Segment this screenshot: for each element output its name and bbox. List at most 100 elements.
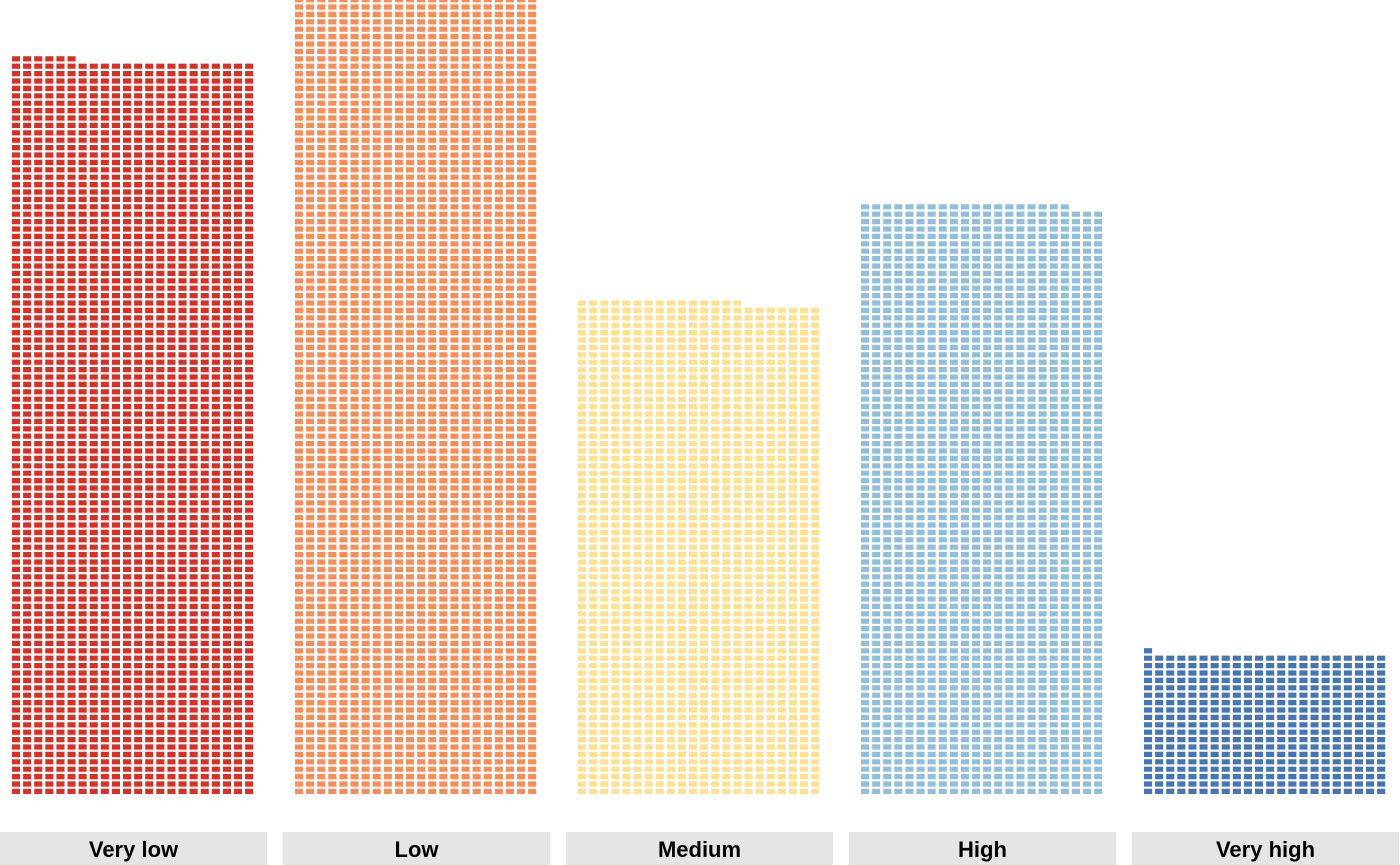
waffle-row (295, 167, 537, 173)
waffle-row (861, 248, 1103, 254)
waffle-row (295, 692, 537, 698)
waffle-row (295, 182, 537, 188)
waffle-row (12, 381, 254, 387)
waffle-row (12, 256, 254, 262)
waffle-row (12, 470, 254, 476)
waffle-row (578, 552, 820, 558)
waffle-row (578, 529, 820, 535)
waffle-row (1144, 751, 1386, 757)
waffle-row (861, 633, 1103, 639)
waffle-row (861, 766, 1103, 772)
facet-panel-low: Low (283, 0, 550, 865)
waffle-row (295, 707, 537, 713)
waffle-row (12, 478, 254, 484)
waffle-row (1144, 714, 1386, 720)
waffle-row (578, 544, 820, 550)
waffle-row (861, 544, 1103, 550)
waffle-row (578, 307, 820, 313)
waffle-row (861, 781, 1103, 787)
waffle-row (578, 337, 820, 343)
waffle-row (861, 411, 1103, 417)
waffle-row (578, 648, 820, 654)
waffle-row (295, 685, 537, 691)
waffle-row (295, 670, 537, 676)
waffle-row (861, 478, 1103, 484)
waffle-row (578, 537, 820, 543)
waffle-row (578, 500, 820, 506)
waffle-row (861, 374, 1103, 380)
waffle-row (12, 774, 254, 780)
waffle-row (295, 455, 537, 461)
waffle-row (1144, 774, 1386, 780)
waffle-row (12, 167, 254, 173)
waffle-row (12, 552, 254, 558)
waffle-row (861, 729, 1103, 735)
waffle-row (578, 663, 820, 669)
waffle-row (1144, 663, 1386, 669)
waffle-row (861, 300, 1103, 306)
waffle-row (861, 685, 1103, 691)
facet-strip (849, 832, 1116, 865)
waffle-row (861, 367, 1103, 373)
waffle-row (861, 618, 1103, 624)
waffle-row (295, 463, 537, 469)
waffle-row (12, 152, 254, 158)
waffle-row (861, 566, 1103, 572)
waffle-row (861, 596, 1103, 602)
waffle-row (295, 663, 537, 669)
waffle-row (12, 522, 254, 528)
waffle-row (578, 574, 820, 580)
waffle-row (12, 108, 254, 114)
waffle-row (295, 11, 537, 17)
waffle-row (578, 322, 820, 328)
waffle-row (295, 256, 537, 262)
waffle-row (578, 618, 820, 624)
facet-panel-high: High (849, 204, 1116, 865)
waffle-row (578, 463, 820, 469)
waffle-row (578, 367, 820, 373)
waffle-row (12, 411, 254, 417)
waffle-row (12, 611, 254, 617)
waffle-row (295, 485, 537, 491)
waffle-row (295, 559, 537, 565)
waffle-row (295, 315, 537, 321)
facet-label: Low (395, 837, 440, 862)
waffle-row (295, 56, 537, 62)
waffle-row (295, 700, 537, 706)
waffle-row (12, 233, 254, 239)
waffle-row (12, 670, 254, 676)
waffle-row (295, 211, 537, 217)
waffle-row (12, 359, 254, 365)
waffle-row (861, 455, 1103, 461)
waffle-row (12, 189, 254, 195)
waffle-row (295, 93, 537, 99)
waffle-row (295, 196, 537, 202)
waffle-row (861, 263, 1103, 269)
waffle-row (295, 759, 537, 765)
waffle-row (12, 426, 254, 432)
waffle-row (12, 500, 254, 506)
waffle-row (12, 367, 254, 373)
waffle-row (12, 100, 254, 106)
waffle-row (12, 344, 254, 350)
waffle-row (12, 692, 254, 698)
waffle-row (861, 707, 1103, 713)
waffle-row (295, 78, 537, 84)
waffle-row (578, 751, 820, 757)
waffle-row (861, 670, 1103, 676)
waffle-row (861, 603, 1103, 609)
waffle-row (295, 270, 537, 276)
waffle-row (1144, 766, 1386, 772)
waffle-row (861, 522, 1103, 528)
waffle-row (295, 492, 537, 498)
waffle-row (295, 404, 537, 410)
waffle-row (1144, 700, 1386, 706)
waffle-row (578, 640, 820, 646)
waffle-row (861, 692, 1103, 698)
waffle-row (12, 714, 254, 720)
waffle-row (295, 552, 537, 558)
waffle-row (12, 204, 254, 210)
waffle-row (12, 219, 254, 225)
waffle-row (578, 707, 820, 713)
